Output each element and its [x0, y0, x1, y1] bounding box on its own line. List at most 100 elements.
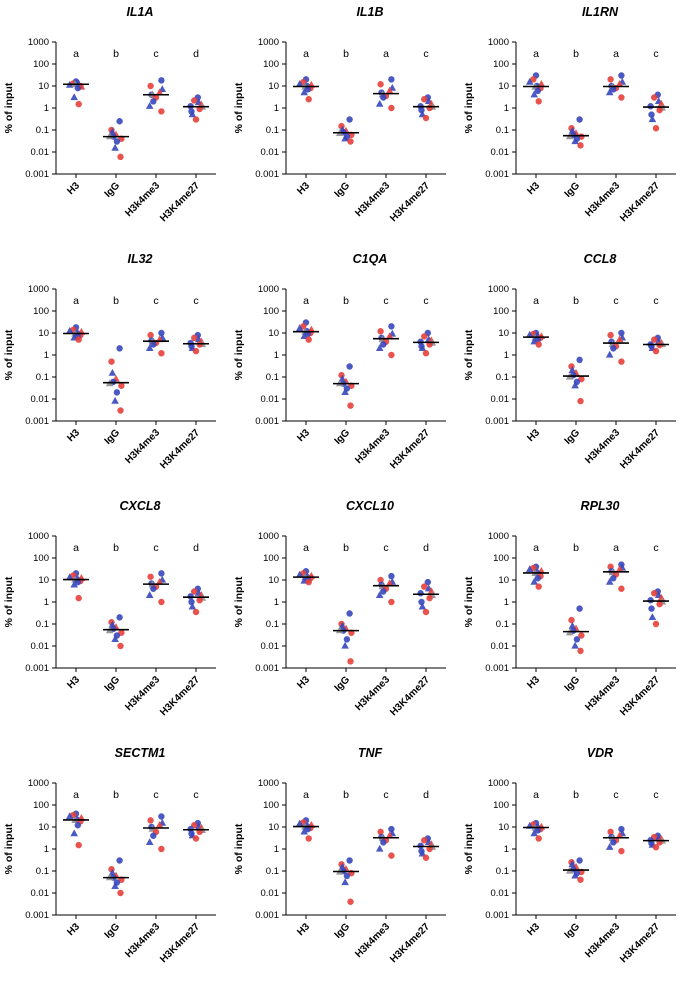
data-point [75, 841, 82, 849]
y-tick-label: 1 [44, 350, 49, 361]
panel-title: CXCL10 [346, 499, 394, 513]
y-tick-label: 0.01 [491, 147, 510, 158]
data-point [300, 88, 308, 96]
y-tick-label: 0.01 [491, 888, 510, 899]
data-point [347, 658, 354, 665]
y-tick-label: 1000 [488, 778, 509, 789]
x-tick-label: H3k4me3 [123, 180, 162, 219]
data-point [196, 597, 203, 604]
y-tick-label: 0.1 [496, 619, 509, 630]
y-axis-label: % of input [233, 329, 245, 380]
x-tick-label: H3K4me27 [388, 180, 432, 224]
data-point [113, 389, 121, 396]
data-point [568, 616, 575, 624]
data-point [343, 872, 351, 880]
data-point [380, 341, 387, 348]
data-point [377, 576, 384, 584]
data-point [648, 613, 657, 620]
data-point [65, 327, 74, 334]
data-point [118, 382, 125, 389]
x-tick-label: IgG [103, 180, 123, 200]
chart-panel: RPL30 1000 100 10 1 0.1 0.01 0.001 % of input a H3… [460, 494, 689, 741]
x-tick-label: H3K4me27 [158, 427, 202, 471]
data-point [422, 350, 430, 357]
data-point [525, 330, 534, 338]
data-point [577, 142, 584, 149]
y-axis-label: % of input [463, 576, 475, 627]
panel-title: IL1B [356, 5, 383, 19]
y-tick-label: 0.001 [255, 910, 279, 921]
data-point [117, 889, 124, 897]
y-tick-label: 0.001 [485, 663, 509, 674]
panel-title: SECTM1 [115, 746, 166, 760]
y-axis-label: % of input [463, 82, 475, 133]
y-tick-label: 0.001 [485, 169, 509, 180]
significance-letter: c [383, 542, 388, 554]
panel-title: IL32 [127, 252, 152, 266]
data-point [388, 323, 395, 330]
y-tick-label: 1000 [488, 37, 509, 48]
significance-letter: a [383, 48, 389, 60]
data-point [341, 878, 349, 886]
y-tick-label: 1 [44, 597, 49, 608]
y-tick-label: 100 [33, 306, 49, 317]
y-axis-label: % of input [233, 823, 245, 874]
data-point [418, 849, 427, 857]
data-point [380, 839, 387, 846]
data-point [375, 99, 384, 107]
scatter-plot: CXCL8 1000 100 10 1 0.1 0.01 0.001 % of input a H3… [3, 499, 216, 718]
data-point [116, 118, 123, 125]
data-point [657, 593, 666, 601]
data-point [117, 407, 124, 414]
x-tick-label: IgG [103, 674, 123, 694]
significance-letter: b [573, 789, 579, 801]
data-point [385, 86, 394, 94]
x-tick-label: IgG [333, 921, 353, 941]
y-tick-label: 0.1 [496, 372, 509, 383]
data-point [607, 76, 614, 83]
data-point [158, 570, 165, 577]
x-tick-label: H3K4me27 [618, 427, 662, 471]
y-tick-label: 0.01 [261, 641, 280, 652]
data-point [388, 351, 395, 359]
panel-title: IL1A [126, 5, 153, 19]
data-point [108, 127, 117, 135]
data-point [377, 81, 384, 88]
data-point [610, 839, 617, 846]
panel-title: CXCL8 [120, 499, 161, 513]
data-point [530, 829, 538, 837]
data-point [388, 104, 395, 112]
y-tick-label: 0.1 [36, 866, 49, 877]
data-point [388, 598, 395, 606]
data-point [74, 84, 82, 92]
x-tick-label: H3 [65, 921, 82, 938]
significance-letter: b [113, 789, 119, 801]
significance-letter: b [343, 295, 349, 307]
panel-title: IL1RN [582, 5, 619, 19]
scatter-plot: CCL8 1000 100 10 1 0.1 0.01 0.001 % of input a H3 b… [463, 252, 676, 471]
data-point [192, 116, 200, 123]
x-tick-label: H3k4me3 [583, 180, 622, 219]
data-point [424, 578, 431, 586]
data-point [525, 77, 534, 85]
data-point [648, 115, 657, 123]
chart-panel: VDR 1000 100 10 1 0.1 0.01 0.001 % of input a H3 b I… [460, 741, 689, 988]
y-tick-label: 0.001 [25, 663, 49, 674]
chart-panel: CXCL8 1000 100 10 1 0.1 0.01 0.001 % of input a H3… [0, 494, 229, 741]
data-point [535, 583, 542, 590]
y-tick-label: 0.01 [31, 888, 50, 899]
data-point [618, 358, 625, 365]
data-point [534, 87, 541, 95]
x-tick-label: IgG [333, 674, 353, 694]
data-point [577, 397, 584, 405]
y-tick-label: 0.1 [266, 125, 279, 136]
data-point [75, 100, 82, 108]
data-point [158, 329, 165, 337]
data-point [535, 341, 542, 348]
y-tick-label: 0.01 [261, 147, 280, 158]
x-tick-label: IgG [563, 427, 583, 447]
data-point [418, 344, 427, 351]
y-tick-label: 0.1 [496, 866, 509, 877]
y-tick-label: 100 [493, 800, 509, 811]
x-tick-label: H3k4me3 [353, 427, 392, 466]
